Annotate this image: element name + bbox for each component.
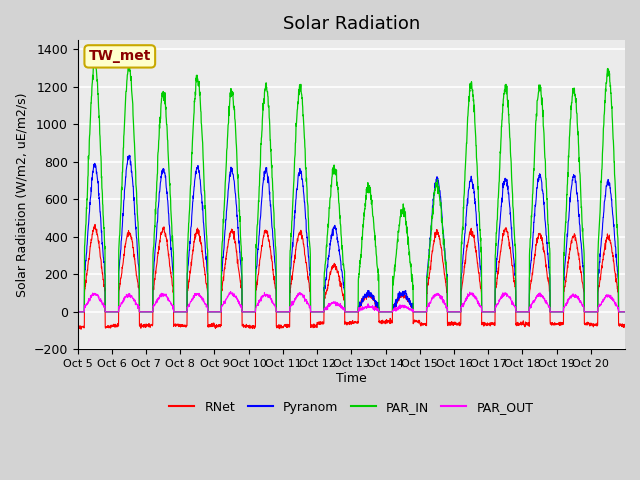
- PAR_IN: [91, 58, 99, 63]
- Line: Pyranom: Pyranom: [77, 155, 625, 312]
- PAR_IN: [129, 97, 136, 103]
- Pyranom: [74, 309, 81, 315]
- RNet: [91, 222, 99, 228]
- PAR_OUT: [247, 309, 255, 315]
- PAR_IN: [74, 309, 81, 315]
- RNet: [77, 326, 85, 332]
- RNet: [614, 284, 621, 289]
- Legend: RNet, Pyranom, PAR_IN, PAR_OUT: RNet, Pyranom, PAR_IN, PAR_OUT: [164, 396, 538, 419]
- PAR_IN: [385, 309, 392, 315]
- PAR_OUT: [385, 309, 392, 315]
- PAR_OUT: [129, 295, 136, 300]
- Pyranom: [547, 309, 555, 315]
- Pyranom: [129, 178, 136, 183]
- PAR_IN: [614, 231, 621, 237]
- PAR_OUT: [614, 303, 621, 309]
- PAR_IN: [516, 309, 524, 315]
- RNet: [129, 245, 136, 251]
- RNet: [74, 324, 81, 330]
- PAR_OUT: [547, 309, 555, 315]
- Y-axis label: Solar Radiation (W/m2, uE/m2/s): Solar Radiation (W/m2, uE/m2/s): [15, 93, 28, 297]
- Pyranom: [125, 152, 133, 158]
- Pyranom: [247, 309, 255, 315]
- RNet: [516, 321, 524, 326]
- PAR_IN: [247, 309, 255, 315]
- PAR_OUT: [74, 309, 81, 315]
- Pyranom: [385, 309, 392, 315]
- PAR_IN: [621, 309, 629, 315]
- Pyranom: [621, 309, 629, 315]
- Line: RNet: RNet: [77, 225, 625, 329]
- PAR_IN: [547, 309, 555, 315]
- RNet: [621, 324, 629, 330]
- X-axis label: Time: Time: [336, 372, 367, 385]
- PAR_OUT: [516, 309, 524, 315]
- Line: PAR_IN: PAR_IN: [77, 60, 625, 312]
- PAR_OUT: [227, 288, 234, 294]
- PAR_OUT: [621, 309, 629, 315]
- Text: TW_met: TW_met: [88, 49, 151, 63]
- Title: Solar Radiation: Solar Radiation: [283, 15, 420, 33]
- Line: PAR_OUT: PAR_OUT: [77, 291, 625, 312]
- RNet: [385, 318, 392, 324]
- Pyranom: [516, 309, 524, 315]
- Pyranom: [614, 268, 621, 274]
- RNet: [247, 323, 255, 329]
- RNet: [547, 321, 555, 326]
